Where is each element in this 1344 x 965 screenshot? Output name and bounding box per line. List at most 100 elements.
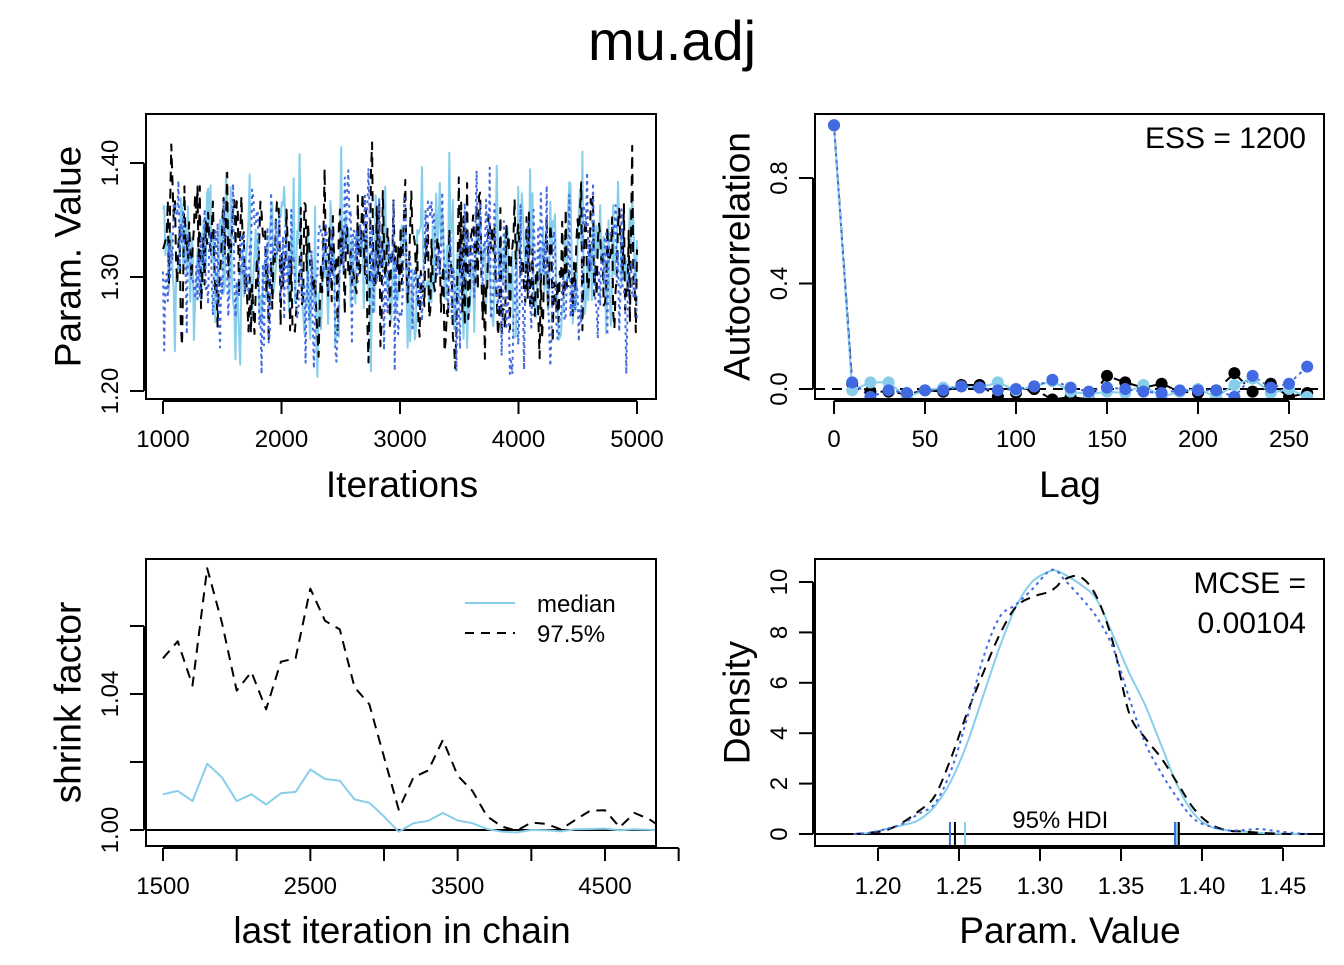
y-tick-label: 0	[766, 827, 793, 840]
acf-point-chain-1	[1228, 379, 1241, 392]
density-y-axis: 0 2 4 6 8 10	[766, 569, 814, 841]
shrink-line-median	[162, 762, 656, 834]
x-tick-label: 4500	[578, 873, 631, 900]
acf-point-chain-3	[1137, 385, 1150, 398]
y-tick-label: 0.0	[766, 372, 793, 405]
y-tick-label: 4	[766, 727, 793, 740]
acf-point-chain-2	[1246, 385, 1259, 398]
density-plot-frame	[814, 558, 1325, 847]
x-tick-label: 150	[1087, 426, 1127, 453]
trace-x-axis: 1000 2000 3000 4000 5000	[136, 400, 664, 453]
ess-annotation: ESS = 1200	[1145, 122, 1306, 155]
acf-y-label: Autocorrelation	[717, 132, 758, 381]
acf-line-chain-3	[833, 125, 1308, 398]
shrink-lines	[146, 567, 656, 834]
shrink-legend: median 97.5%	[465, 591, 616, 648]
acf-point-chain-3	[1028, 380, 1041, 393]
acf-line-chain-1	[833, 125, 1308, 398]
density-x-axis: 1.20 1.25 1.30 1.35 1.40 1.45	[855, 847, 1307, 900]
acf-point-chain-3	[882, 384, 895, 397]
x-tick-label: 200	[1178, 426, 1218, 453]
x-tick-label: 3000	[373, 426, 426, 453]
shrink-x-label: last iteration in chain	[233, 910, 570, 951]
acf-point-chain-3	[1301, 360, 1314, 373]
y-tick-label: 10	[766, 569, 793, 596]
density-curve-chain-3	[853, 568, 1308, 835]
x-tick-label: 0	[827, 426, 840, 453]
acf-point-chain-2	[1155, 377, 1168, 390]
legend-97-5-label: 97.5%	[537, 621, 605, 648]
acf-x-axis: 0 50 100 150 200 250	[827, 400, 1309, 453]
y-tick-label: 0.4	[766, 267, 793, 300]
acf-point-chain-3	[919, 384, 931, 397]
x-tick-label: 5000	[610, 426, 663, 453]
y-tick-label: 6	[766, 676, 793, 689]
x-tick-label: 250	[1269, 426, 1309, 453]
x-tick-label: 1.30	[1017, 873, 1064, 900]
shrink-y-axis: 1.00 1.04	[97, 625, 145, 854]
y-tick-label: 1.20	[97, 368, 124, 415]
trace-line-chain-3	[162, 166, 638, 375]
acf-point-chain-3	[1155, 386, 1168, 399]
y-tick-label: 8	[766, 626, 793, 639]
acf-point-chain-3	[1192, 384, 1204, 397]
x-tick-label: 1.20	[855, 873, 902, 900]
acf-point-chain-3	[1010, 383, 1022, 395]
x-tick-label: 2000	[255, 426, 308, 453]
density-lines	[815, 568, 1324, 846]
density-y-label: Density	[717, 640, 758, 764]
shrink-y-label: shrink factor	[48, 602, 89, 804]
trace-x-label: Iterations	[326, 464, 478, 505]
acf-point-chain-3	[1228, 390, 1241, 399]
x-tick-label: 3500	[431, 873, 484, 900]
acf-point-chain-3	[1101, 381, 1113, 394]
trace-y-label: Param. Value	[48, 146, 89, 367]
y-tick-label: 2	[766, 777, 793, 790]
acf-point-chain-3	[1119, 383, 1132, 395]
y-tick-label: 0.8	[766, 161, 793, 194]
acf-point-chain-3	[828, 119, 840, 132]
acf-point-chain-1	[1301, 390, 1314, 399]
acf-point-chain-3	[955, 380, 968, 393]
acf-y-axis: 0.0 0.4 0.8	[766, 161, 814, 406]
acf-point-chain-3	[937, 384, 950, 397]
density-plot-panel: 1.20 1.25 1.30 1.35 1.40 1.45 0 2 4 6 8 10 Param. …	[717, 558, 1325, 951]
trace-plot-panel: 1000 2000 3000 4000 5000 1.20 1.30 1.40 Iterat…	[48, 113, 664, 505]
y-tick-label: 1.00	[97, 807, 124, 854]
acf-point-chain-3	[973, 381, 986, 394]
trace-lines	[162, 141, 638, 378]
autocorrelation-plot-panel: 0 50 100 150 200 250 0.0 0.4 0.8 Lag Autocorrel…	[717, 113, 1325, 505]
y-tick-label: 1.30	[97, 254, 124, 301]
hdi-label: 95% HDI	[1012, 807, 1108, 834]
acf-point-chain-3	[1173, 384, 1186, 397]
acf-point-chain-2	[1046, 393, 1059, 399]
shrink-factor-plot-panel: 1500 2500 3500 4500 1.00 1.04 last iteration…	[48, 558, 680, 951]
trace-line-chain-2	[162, 141, 638, 370]
trace-line-chain-1	[162, 146, 638, 378]
x-tick-label: 4000	[492, 426, 545, 453]
acf-point-chain-2	[1228, 367, 1241, 380]
shrink-x-axis: 1500 2500 3500 4500	[136, 847, 680, 900]
density-curve-chain-2	[853, 574, 1308, 836]
acf-point-chain-1	[864, 376, 877, 389]
acf-point-chain-3	[1046, 373, 1059, 386]
acf-point-chain-3	[846, 376, 859, 389]
acf-point-chain-3	[900, 386, 913, 399]
figure-title: mu.adj	[588, 9, 756, 72]
acf-point-chain-3	[1246, 369, 1259, 382]
x-tick-label: 1.45	[1260, 873, 1307, 900]
legend-median-label: median	[537, 591, 616, 618]
acf-point-chain-3	[1264, 381, 1277, 394]
density-curve-chain-1	[853, 569, 1308, 836]
density-x-label: Param. Value	[959, 910, 1180, 951]
x-tick-label: 1000	[136, 426, 189, 453]
x-tick-label: 1.40	[1179, 873, 1226, 900]
acf-point-chain-3	[991, 384, 1004, 397]
acf-line-chain-2	[833, 125, 1308, 399]
mcse-annotation-value: 0.00104	[1198, 607, 1306, 640]
x-tick-label: 2500	[284, 873, 337, 900]
acf-point-chain-2	[1101, 369, 1113, 382]
shrink-plot-frame	[145, 558, 657, 847]
